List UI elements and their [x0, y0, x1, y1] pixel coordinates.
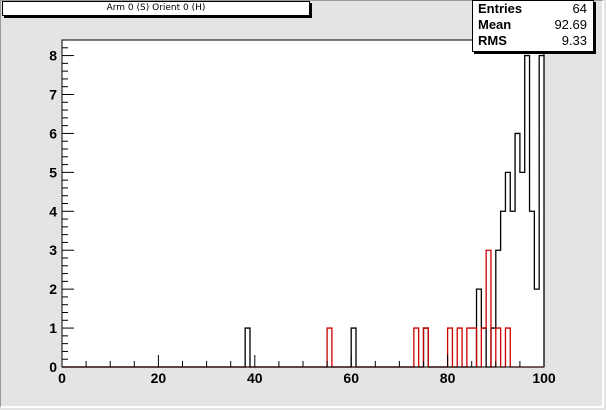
histogram-title-box: Arm 0 (S) Orient 0 (H): [2, 1, 310, 16]
stat-row-rms: RMS 9.33: [478, 33, 587, 49]
mean-label: Mean: [478, 17, 512, 32]
x-tick-label: 20: [151, 370, 167, 386]
x-tick-label: 0: [58, 370, 66, 386]
y-tick-label: 2: [49, 281, 57, 297]
entries-value: 64: [572, 1, 587, 16]
y-tick-label: 7: [49, 87, 57, 103]
y-tick-label: 1: [49, 320, 57, 336]
stats-box: Entries 64 Mean 92.69 RMS 9.33: [472, 0, 594, 52]
plot-area: [61, 39, 545, 368]
x-tick-label: 100: [532, 370, 556, 386]
rms-label: RMS: [478, 33, 507, 48]
histogram-title: Arm 0 (S) Orient 0 (H): [106, 3, 206, 13]
stat-row-mean: Mean 92.69: [478, 17, 587, 33]
rms-value: 9.33: [561, 33, 587, 48]
x-tick-label: 80: [440, 370, 456, 386]
mean-value: 92.69: [554, 17, 587, 32]
y-tick-label: 0: [49, 359, 57, 375]
y-tick-label: 3: [49, 242, 57, 258]
y-tick-label: 6: [49, 125, 57, 141]
x-tick-label: 40: [247, 370, 263, 386]
stat-row-entries: Entries 64: [478, 1, 587, 17]
y-tick-label: 5: [49, 164, 57, 180]
x-tick-label: 60: [343, 370, 359, 386]
entries-label: Entries: [478, 1, 523, 16]
axis-layer: 0 20 40 60 80 100 0 1 2 3 4 5 6 7 8: [49, 39, 556, 386]
series-layer: [62, 54, 545, 368]
histogram-series-1: [62, 249, 544, 368]
y-tick-label: 4: [49, 203, 57, 219]
y-tick-label: 8: [49, 48, 57, 64]
